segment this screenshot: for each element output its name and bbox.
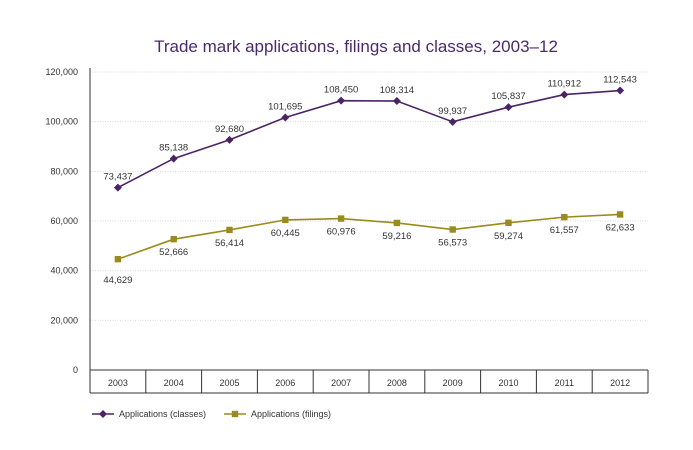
data-point-filings [393,219,401,227]
data-point-classes [560,90,569,99]
x-tick-label: 2010 [498,378,518,388]
data-label: 56,414 [215,238,244,249]
data-label: 59,216 [382,231,411,242]
series-lines: 73,437 85,138 92,680 101,695 108,450 108,314 9… [103,75,637,287]
x-tick-label: 2007 [331,378,351,388]
legend-label: Applications (filings) [251,409,331,419]
data-point-filings [337,215,345,222]
x-tick-label: 2003 [108,378,128,388]
data-point-classes [616,86,625,95]
data-point-classes [169,154,178,163]
data-label: 105,837 [491,91,525,102]
data-point-filings [170,236,177,243]
y-tick-label: 0 [73,365,78,375]
data-point-classes [337,96,346,105]
series-line-classes [117,89,621,189]
data-label: 62,633 [606,222,635,233]
x-tick-label: 2005 [219,378,239,388]
data-point-filings [616,211,624,218]
data-label: 108,314 [380,85,414,96]
data-label: 73,437 [103,172,132,183]
x-axis-ticks: 2003 2004 2005 2006 2007 2008 2009 2010 2011 2012 [108,378,630,388]
y-tick-label: 100,000 [45,117,78,127]
y-tick-label: 120,000 [45,67,78,77]
y-tick-label: 80,000 [50,166,78,176]
data-label: 52,666 [159,247,188,258]
data-point-filings [505,219,512,227]
data-label: 61,557 [550,225,579,236]
data-label: 44,629 [103,275,132,286]
chart-title: Trade mark applications, filings and cla… [154,37,558,56]
data-label: 108,450 [324,85,358,96]
data-label: 99,937 [438,106,467,117]
y-tick-label: 40,000 [50,266,78,276]
y-tick-label: 60,000 [50,216,78,226]
data-point-classes [504,103,513,112]
data-point-classes [281,113,290,122]
x-tick-label: 2012 [610,378,630,388]
x-tick-label: 2009 [443,378,463,388]
data-point-classes [392,97,401,106]
data-point-classes [225,135,234,144]
data-label: 60,976 [327,227,356,238]
data-point-filings [114,255,122,263]
data-label: 60,445 [271,228,300,239]
data-point-filings [282,216,289,224]
data-label: 110,912 [547,79,581,90]
data-point-filings [449,226,456,233]
x-tick-label: 2011 [555,378,574,388]
data-label: 59,274 [494,231,523,242]
x-tick-label: 2008 [387,378,407,388]
y-axis-ticks: 0 20,000 40,000 60,000 80,000 100,000 120,000 [45,67,78,375]
legend-marker-square [231,410,239,418]
x-tick-label: 2006 [275,378,295,388]
legend-marker-diamond [99,410,107,418]
y-tick-label: 20,000 [50,315,78,325]
series-line-filings [117,213,621,260]
data-point-filings [561,213,568,221]
axes [89,68,649,394]
data-point-classes [448,117,457,126]
data-label: 101,695 [268,101,302,112]
data-label: 56,573 [438,238,467,249]
data-point-classes [113,183,122,192]
data-label: 112,543 [603,75,637,86]
legend: Applications (classes) Applications (fili… [92,409,331,419]
data-point-filings [226,226,233,234]
legend-label: Applications (classes) [119,409,206,419]
grid-lines [90,71,648,321]
x-tick-label: 2004 [164,378,184,388]
data-label: 92,680 [215,124,244,135]
data-label: 85,138 [159,143,188,154]
